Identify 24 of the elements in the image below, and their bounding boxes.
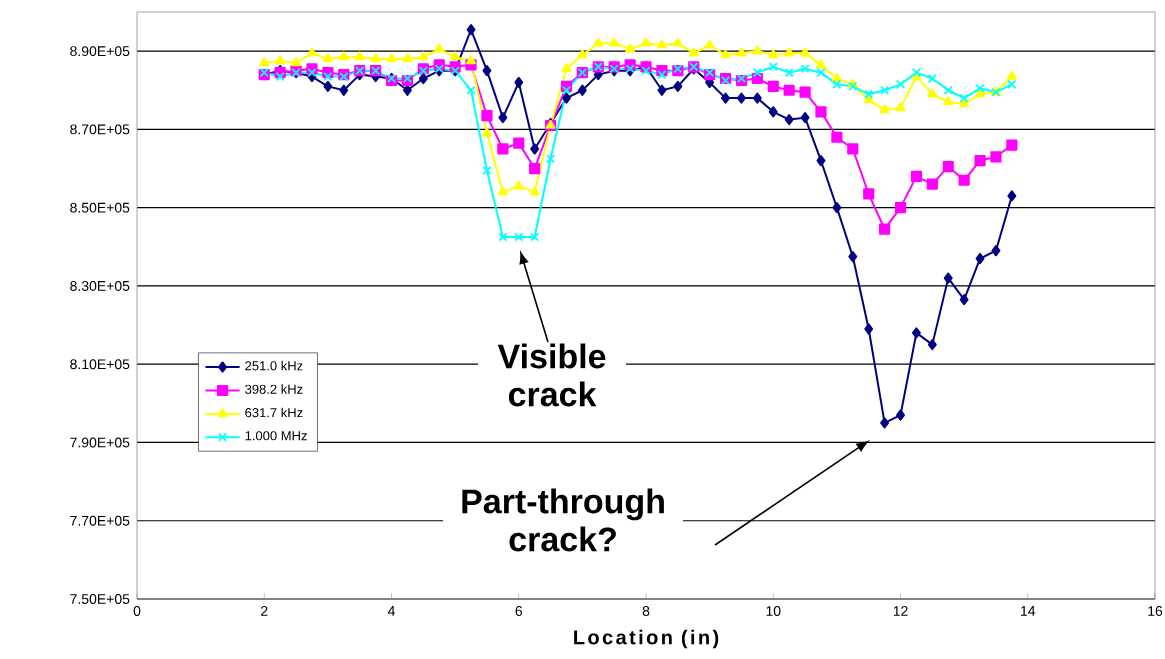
y-tick-label: 7.90E+05 [70, 437, 130, 448]
y-tick-label: 8.70E+05 [70, 124, 130, 135]
legend-label: 398.2 kHz [245, 384, 303, 394]
x-tick-label: 0 [133, 606, 141, 616]
y-tick-label: 8.90E+05 [70, 46, 130, 57]
annotation: Visible crack [497, 343, 606, 407]
y-tick-label: 7.50E+05 [70, 594, 130, 604]
x-tick-label: 8 [642, 606, 650, 616]
legend-label: 631.7 kHz [245, 407, 303, 418]
x-tick-label: 6 [515, 606, 523, 616]
annotation: Part-through crack? [462, 488, 664, 552]
x-tick-label: 4 [387, 606, 395, 616]
y-tick-label: 8.30E+05 [70, 281, 130, 291]
legend-label: 1.000 MHz [245, 431, 307, 441]
y-tick-label: 7.70E+05 [70, 515, 130, 526]
x-tick-label: 12 [893, 606, 908, 616]
x-tick-label: 2 [261, 606, 268, 616]
y-tick-label: 8.50E+05 [70, 202, 130, 213]
x-tick-label: 10 [766, 606, 781, 616]
x-tick-label: 16 [1148, 606, 1163, 616]
x-tick-label: 14 [1021, 606, 1036, 616]
y-tick-label: 8.10E+05 [70, 359, 130, 370]
x-axis-title: Location (in) [574, 629, 719, 649]
legend-label: 251.0 kHz [245, 360, 303, 371]
